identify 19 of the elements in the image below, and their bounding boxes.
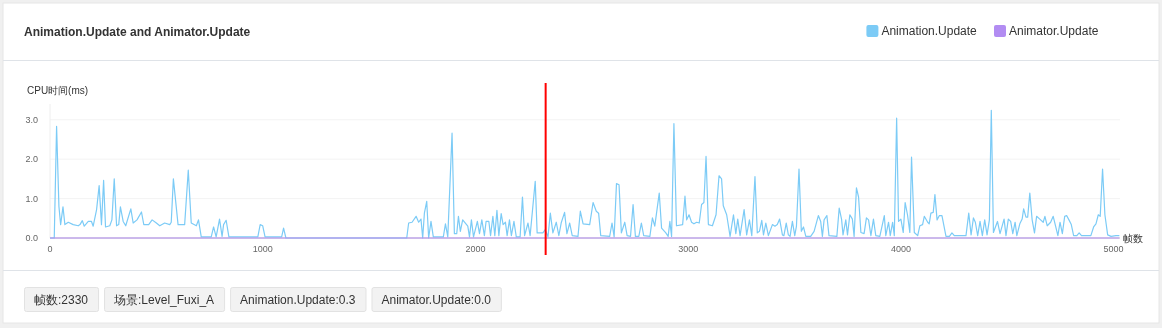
text: Animation.Update:0.3 [240,293,356,307]
x-tick-label: 2000 [465,244,486,254]
y-tick-label: 2.0 [25,154,38,165]
chart-title: Animation.Update and Animator.Update [24,25,251,39]
x-tick-label: 1000 [252,244,273,254]
x-tick-label: 5000 [1103,244,1124,254]
y-axis-title: CPU时间(ms) [27,85,89,96]
y-tick-label: 0.0 [25,233,38,243]
text: 场景:Level_Fuxi_A [113,293,215,307]
legend-label: Animator.Update [1009,24,1099,38]
legend-label: Animation.Update [881,24,978,38]
y-tick-label: 3.0 [25,114,38,125]
x-axis-title: 帧数 [1123,233,1143,244]
x-tick-label: 3000 [678,244,699,254]
x-tick-label: 4000 [890,244,911,254]
text: 帧数:2330 [34,293,89,307]
text: Animator.Update:0.0 [381,293,492,307]
x-tick-label: 0 [47,244,53,254]
y-tick-label: 1.0 [25,193,38,204]
